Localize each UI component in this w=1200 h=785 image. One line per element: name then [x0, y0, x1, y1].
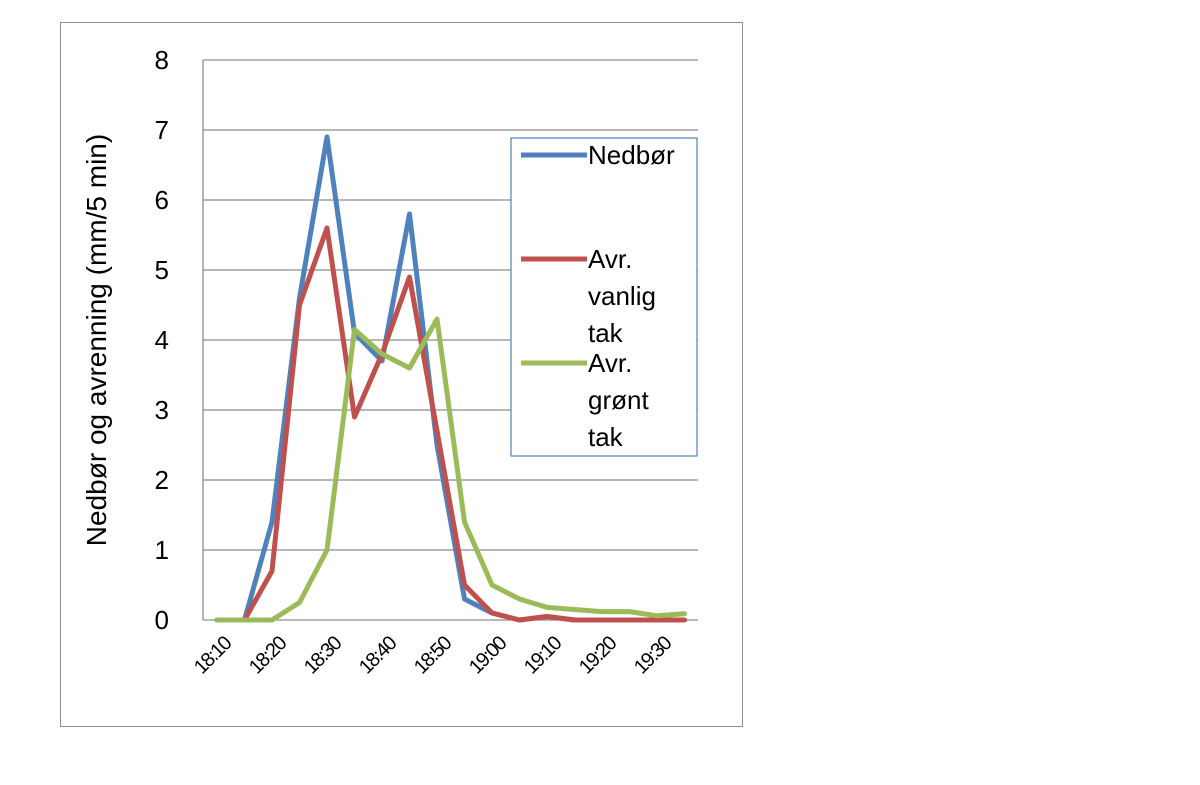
legend-label: tak [588, 318, 624, 348]
y-tick-label: 5 [155, 255, 169, 285]
legend-label: tak [588, 422, 624, 452]
y-tick-label: 2 [155, 465, 169, 495]
x-tick-label: 19:20 [575, 632, 622, 679]
y-tick-label: 0 [155, 605, 169, 635]
x-tick-label: 18:20 [245, 632, 292, 679]
x-tick-label: 19:10 [520, 632, 567, 679]
series-line [214, 225, 687, 623]
legend-label: Avr. [588, 244, 632, 274]
legend-label: Nedbør [588, 140, 675, 170]
legend-label: vanlig [588, 281, 656, 311]
y-tick-label: 1 [155, 535, 169, 565]
legend-label: grønt [588, 385, 649, 415]
y-tick-label: 4 [155, 325, 169, 355]
legend-box [510, 137, 698, 457]
line-chart: 0 1 2 3 4 5 6 7 8 18:10 18:20 18:30 18:40 18:50 19:00… [81, 45, 698, 679]
x-tick-label: 19:30 [630, 632, 677, 679]
x-tick-label: 18:10 [190, 632, 237, 679]
y-tick-label: 7 [155, 115, 169, 145]
y-tick-label: 3 [155, 395, 169, 425]
series-line [214, 316, 687, 623]
y-tick-label: 8 [155, 45, 169, 75]
y-axis-title: Nedbør og avrenning (mm/5 min) [81, 134, 112, 546]
series-lines [214, 134, 687, 623]
x-tick-label: 18:30 [300, 632, 347, 679]
legend-label: Avr. [588, 348, 632, 378]
x-tick-label: 18:40 [355, 632, 402, 679]
chart-frame: 0 1 2 3 4 5 6 7 8 18:10 18:20 18:30 18:40 18:50 19:00… [60, 22, 743, 727]
x-tick-labels: 18:10 18:20 18:30 18:40 18:50 19:00 19:10 19:20… [190, 632, 677, 679]
x-tick-label: 18:50 [410, 632, 457, 679]
x-tick-label: 19:00 [465, 632, 512, 679]
y-tick-label: 6 [155, 185, 169, 215]
y-tick-labels: 0 1 2 3 4 5 6 7 8 [155, 45, 169, 635]
